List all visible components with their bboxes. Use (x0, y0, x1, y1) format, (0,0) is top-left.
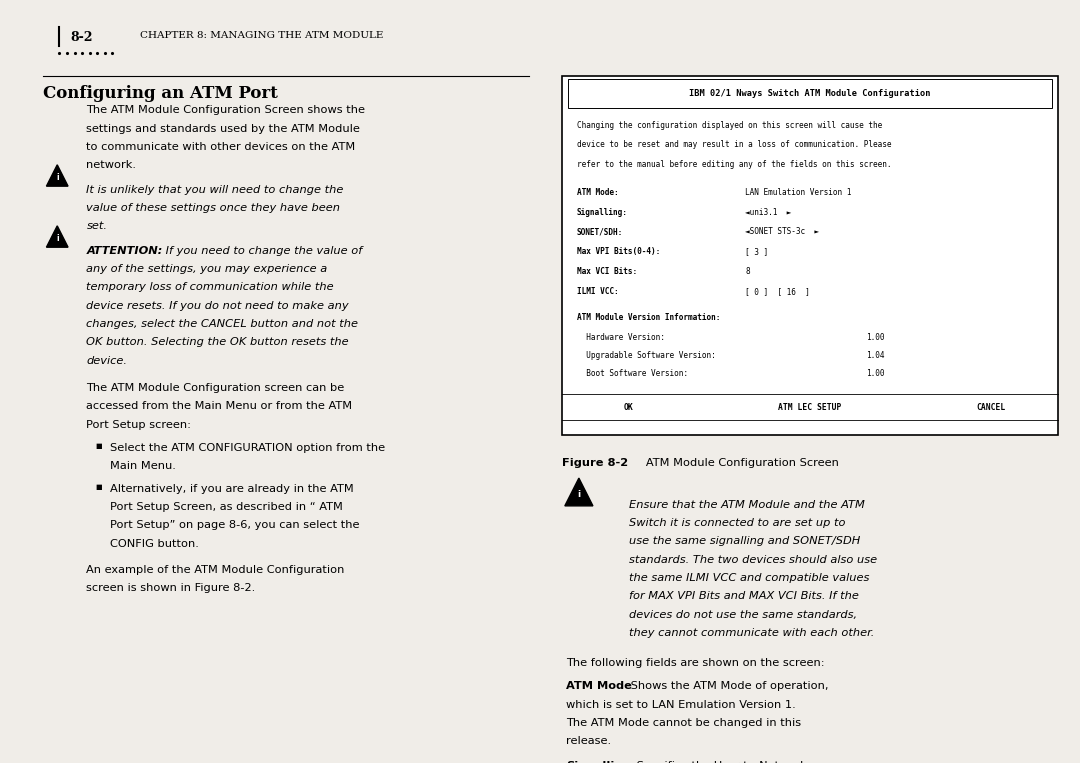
Text: Configuring an ATM Port: Configuring an ATM Port (43, 85, 278, 102)
Text: SONET/SDH:: SONET/SDH: (577, 227, 623, 237)
Text: screen is shown in Figure 8-2.: screen is shown in Figure 8-2. (86, 583, 256, 593)
Text: i: i (56, 234, 58, 243)
Text: Shows the ATM Mode of operation,: Shows the ATM Mode of operation, (627, 681, 829, 691)
Text: standards. The two devices should also use: standards. The two devices should also u… (629, 555, 877, 565)
Text: to communicate with other devices on the ATM: to communicate with other devices on the… (86, 142, 355, 152)
Text: CHAPTER 8: MANAGING THE ATM MODULE: CHAPTER 8: MANAGING THE ATM MODULE (140, 31, 383, 40)
Text: Main Menu.: Main Menu. (110, 461, 176, 471)
Text: The ATM Module Configuration screen can be: The ATM Module Configuration screen can … (86, 383, 345, 393)
Text: ILMI VCC:: ILMI VCC: (577, 287, 619, 296)
Text: The ATM Module Configuration Screen shows the: The ATM Module Configuration Screen show… (86, 105, 365, 115)
Text: set.: set. (86, 221, 107, 231)
Text: Boot Software Version:: Boot Software Version: (577, 369, 688, 378)
Text: Switch it is connected to are set up to: Switch it is connected to are set up to (629, 518, 845, 528)
Text: Port Setup screen:: Port Setup screen: (86, 420, 191, 430)
Text: Figure 8-2: Figure 8-2 (562, 458, 627, 468)
Text: 1.00: 1.00 (866, 369, 885, 378)
Text: Hardware Version:: Hardware Version: (577, 333, 664, 342)
Text: use the same signalling and SONET/SDH: use the same signalling and SONET/SDH (629, 536, 860, 546)
Text: Specifies the User-to-Network: Specifies the User-to-Network (633, 761, 807, 763)
Text: CANCEL: CANCEL (976, 403, 1007, 412)
Text: Ensure that the ATM Module and the ATM: Ensure that the ATM Module and the ATM (629, 500, 864, 510)
Text: devices do not use the same standards,: devices do not use the same standards, (629, 610, 856, 620)
Text: An example of the ATM Module Configuration: An example of the ATM Module Configurati… (86, 565, 345, 575)
Text: Signalling:: Signalling: (577, 208, 627, 217)
Text: any of the settings, you may experience a: any of the settings, you may experience … (86, 264, 327, 274)
Text: Max VCI Bits:: Max VCI Bits: (577, 267, 637, 276)
Text: settings and standards used by the ATM Module: settings and standards used by the ATM M… (86, 124, 361, 134)
Text: ATM Mode:: ATM Mode: (577, 188, 619, 197)
Text: ATM Module Configuration Screen: ATM Module Configuration Screen (635, 458, 839, 468)
Text: It is unlikely that you will need to change the: It is unlikely that you will need to cha… (86, 185, 343, 195)
Text: 1.04: 1.04 (866, 351, 885, 360)
Text: device to be reset and may result in a loss of communication. Please: device to be reset and may result in a l… (577, 140, 891, 150)
Text: refer to the manual before editing any of the fields on this screen.: refer to the manual before editing any o… (577, 160, 891, 169)
Text: IBM 02/1 Nways Switch ATM Module Configuration: IBM 02/1 Nways Switch ATM Module Configu… (689, 89, 931, 98)
Text: Signalling: Signalling (566, 761, 631, 763)
FancyBboxPatch shape (568, 79, 1052, 108)
Text: [ 0 ]  [ 16  ]: [ 0 ] [ 16 ] (745, 287, 810, 296)
Text: OK: OK (623, 403, 634, 412)
Text: i: i (578, 491, 580, 500)
Text: Port Setup” on page 8-6, you can select the: Port Setup” on page 8-6, you can select … (110, 520, 360, 530)
Text: CONFIG button.: CONFIG button. (110, 539, 199, 549)
Text: accessed from the Main Menu or from the ATM: accessed from the Main Menu or from the … (86, 401, 352, 411)
Text: Select the ATM CONFIGURATION option from the: Select the ATM CONFIGURATION option from… (110, 443, 386, 452)
Text: ATM Module Version Information:: ATM Module Version Information: (577, 313, 720, 322)
Text: Changing the configuration displayed on this screen will cause the: Changing the configuration displayed on … (577, 121, 882, 130)
Text: [ 3 ]: [ 3 ] (745, 247, 768, 256)
Text: 1.00: 1.00 (866, 333, 885, 342)
Text: OK button. Selecting the OK button resets the: OK button. Selecting the OK button reset… (86, 337, 349, 347)
Text: LAN Emulation Version 1: LAN Emulation Version 1 (745, 188, 851, 197)
Text: 8-2: 8-2 (70, 31, 93, 43)
Text: 8: 8 (745, 267, 750, 276)
Text: device.: device. (86, 356, 127, 365)
Text: The ATM Mode cannot be changed in this: The ATM Mode cannot be changed in this (566, 718, 801, 728)
Text: ATM LEC SETUP: ATM LEC SETUP (779, 403, 841, 412)
Text: ATTENTION:: ATTENTION: (86, 246, 163, 256)
Text: Max VPI Bits(0-4):: Max VPI Bits(0-4): (577, 247, 660, 256)
Text: which is set to LAN Emulation Version 1.: which is set to LAN Emulation Version 1. (566, 700, 796, 710)
Text: The following fields are shown on the screen:: The following fields are shown on the sc… (566, 658, 824, 668)
Text: they cannot communicate with each other.: they cannot communicate with each other. (629, 628, 874, 638)
Text: ■: ■ (95, 443, 102, 449)
Text: ◄SONET STS-3c  ►: ◄SONET STS-3c ► (745, 227, 820, 237)
Text: ■: ■ (95, 484, 102, 490)
Polygon shape (46, 226, 68, 247)
Text: If you need to change the value of: If you need to change the value of (162, 246, 362, 256)
Text: for MAX VPI Bits and MAX VCI Bits. If the: for MAX VPI Bits and MAX VCI Bits. If th… (629, 591, 859, 601)
Polygon shape (565, 478, 593, 506)
Polygon shape (46, 165, 68, 186)
Text: changes, select the CANCEL button and not the: changes, select the CANCEL button and no… (86, 319, 359, 329)
FancyBboxPatch shape (562, 76, 1058, 435)
Text: device resets. If you do not need to make any: device resets. If you do not need to mak… (86, 301, 349, 311)
Text: network.: network. (86, 160, 136, 170)
Text: Alternatively, if you are already in the ATM: Alternatively, if you are already in the… (110, 484, 354, 494)
Text: value of these settings once they have been: value of these settings once they have b… (86, 203, 340, 213)
Text: the same ILMI VCC and compatible values: the same ILMI VCC and compatible values (629, 573, 869, 583)
Text: i: i (56, 173, 58, 182)
Text: ATM Mode: ATM Mode (566, 681, 632, 691)
Text: temporary loss of communication while the: temporary loss of communication while th… (86, 282, 334, 292)
Text: ◄uni3.1  ►: ◄uni3.1 ► (745, 208, 792, 217)
Text: release.: release. (566, 736, 611, 746)
Text: Upgradable Software Version:: Upgradable Software Version: (577, 351, 715, 360)
Text: Port Setup Screen, as described in “ ATM: Port Setup Screen, as described in “ ATM (110, 502, 343, 512)
